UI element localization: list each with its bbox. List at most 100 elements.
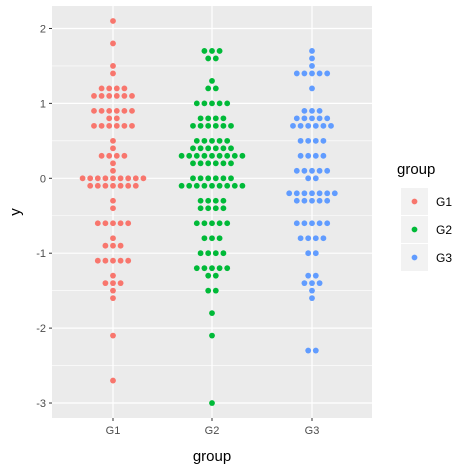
data-point-g1: [110, 182, 116, 189]
legend-key-dot: [411, 226, 418, 233]
data-point-g1: [125, 182, 132, 189]
data-point-g1: [102, 220, 109, 227]
data-point-g2: [224, 152, 231, 159]
data-point-g2: [201, 235, 208, 242]
data-point-g3: [301, 70, 308, 77]
data-point-g2: [224, 137, 231, 144]
data-point-g2: [220, 122, 227, 129]
data-point-g3: [312, 272, 319, 279]
data-point-g3: [305, 235, 312, 242]
data-point-g1: [121, 107, 128, 114]
data-point-g3: [316, 220, 323, 227]
legend: group G1 G2 G3: [397, 161, 452, 271]
data-point-g3: [316, 280, 323, 287]
data-point-g1: [87, 175, 94, 182]
data-point-g3: [316, 70, 323, 77]
data-point-g2: [231, 182, 238, 189]
data-point-g3: [309, 85, 315, 92]
data-point-g2: [212, 85, 219, 92]
data-point-g1: [110, 145, 116, 152]
data-point-g3: [286, 190, 293, 197]
data-point-g1: [113, 122, 120, 129]
data-point-g2: [220, 115, 227, 122]
data-point-g2: [201, 220, 208, 227]
data-point-g1: [106, 92, 113, 99]
data-point-g1: [129, 92, 135, 99]
data-point-g1: [121, 92, 128, 99]
data-point-g3: [305, 152, 312, 159]
data-point-g2: [193, 152, 200, 159]
data-point-g3: [305, 250, 312, 257]
data-point-g2: [193, 100, 200, 107]
data-point-g2: [212, 55, 219, 62]
data-point-g2: [216, 152, 223, 159]
legend-entry-label: G3: [436, 251, 452, 265]
y-tick-label: 0: [40, 173, 46, 185]
data-point-g3: [301, 197, 308, 204]
data-point-g1: [125, 257, 132, 264]
data-point-g2: [212, 197, 219, 204]
legend-entry-label: G2: [436, 223, 452, 237]
data-point-g1: [110, 280, 116, 287]
data-point-g2: [239, 152, 246, 159]
data-point-g3: [320, 152, 327, 159]
data-point-g2: [224, 220, 231, 227]
data-point-g2: [205, 122, 212, 129]
data-point-g3: [309, 287, 315, 294]
data-point-g3: [297, 137, 304, 144]
data-point-g2: [220, 160, 227, 167]
legend-key-dot: [411, 198, 418, 205]
data-point-g1: [113, 152, 120, 159]
data-point-g2: [193, 137, 200, 144]
data-point-g1: [125, 220, 132, 227]
data-point-g3: [293, 115, 300, 122]
data-point-g3: [316, 115, 323, 122]
data-point-g3: [312, 122, 319, 129]
data-point-g1: [121, 85, 128, 92]
data-point-g1: [110, 160, 116, 167]
data-point-g3: [312, 250, 319, 257]
data-point-g3: [309, 63, 315, 69]
data-point-g3: [324, 167, 331, 174]
data-point-g2: [205, 205, 212, 212]
data-point-g1: [117, 280, 124, 287]
data-point-g3: [316, 167, 323, 174]
data-point-g3: [293, 167, 300, 174]
data-point-g2: [216, 48, 223, 54]
data-point-g2: [220, 175, 227, 182]
data-point-g2: [178, 182, 185, 189]
data-point-g2: [209, 235, 215, 242]
data-points: [79, 18, 338, 406]
data-point-g2: [224, 182, 231, 189]
data-point-g1: [79, 175, 86, 182]
data-point-g3: [305, 347, 312, 354]
data-point-g3: [301, 190, 308, 197]
data-point-g1: [110, 167, 116, 174]
data-point-g2: [216, 100, 223, 107]
x-tick-label: G2: [205, 425, 220, 437]
data-point-g3: [312, 175, 319, 182]
data-point-g3: [309, 295, 315, 302]
data-point-g2: [216, 137, 223, 144]
data-point-g2: [205, 85, 212, 92]
data-point-g3: [331, 190, 338, 197]
data-point-g2: [201, 152, 208, 159]
data-point-g3: [312, 137, 319, 144]
data-point-g3: [309, 280, 315, 287]
data-point-g3: [293, 197, 300, 204]
data-point-g2: [224, 100, 231, 107]
data-point-g3: [324, 190, 331, 197]
data-point-g1: [110, 137, 116, 144]
data-point-g2: [220, 145, 227, 152]
y-tick-label: -2: [36, 323, 46, 335]
data-point-g2: [201, 182, 208, 189]
data-point-g1: [98, 85, 105, 92]
data-point-g3: [301, 220, 308, 227]
data-point-g1: [106, 107, 113, 114]
data-point-g3: [312, 152, 319, 159]
legend-entry-label: G1: [436, 195, 452, 209]
y-tick-label: 1: [40, 98, 46, 110]
data-point-g2: [190, 175, 196, 182]
data-point-g3: [324, 197, 331, 204]
